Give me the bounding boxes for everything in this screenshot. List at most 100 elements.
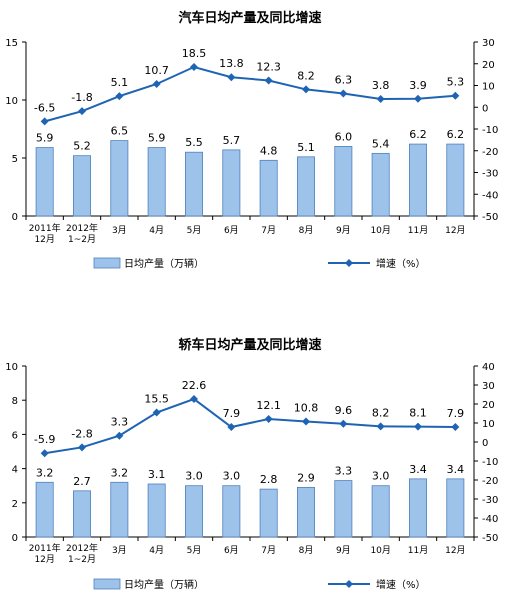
category-label: 6月 xyxy=(224,545,239,556)
left-tick-label: 0 xyxy=(12,533,18,544)
line-point-marker xyxy=(339,89,348,98)
category-label: 3月 xyxy=(112,225,127,236)
category-label: 12月 xyxy=(445,225,465,236)
category-label: 5月 xyxy=(187,545,202,556)
bar xyxy=(259,488,278,538)
line-value-label: 7.9 xyxy=(447,407,465,420)
category-label: 10月 xyxy=(370,225,390,236)
line-value-label: 18.5 xyxy=(182,47,207,60)
legend-bar-swatch xyxy=(93,257,121,269)
bar xyxy=(297,156,315,217)
bar-value-label: 6.2 xyxy=(409,128,427,141)
category-label: 12月 xyxy=(445,545,465,556)
right-tick-label: -40 xyxy=(482,190,498,201)
bar-value-label: 3.3 xyxy=(335,465,353,478)
line-value-label: 12.1 xyxy=(256,399,281,412)
line-value-label: 3.3 xyxy=(111,416,129,429)
right-tick-label: -40 xyxy=(482,514,498,525)
right-tick-label: -50 xyxy=(482,212,498,223)
line-value-label: 8.1 xyxy=(409,407,427,420)
category-label: 9月 xyxy=(336,225,351,236)
bar xyxy=(446,478,465,538)
category-label: 7月 xyxy=(261,225,276,236)
category-label: 3月 xyxy=(112,545,127,556)
line-value-label: 6.3 xyxy=(335,74,353,87)
chart-title: 轿车日均产量及同比增速 xyxy=(178,337,321,353)
line-value-label: 8.2 xyxy=(372,406,390,419)
chart-title: 汽车日均产量及同比增速 xyxy=(178,10,321,26)
line-value-label: 12.3 xyxy=(256,60,281,73)
right-tick-label: -20 xyxy=(482,147,498,158)
bar-value-label: 3.2 xyxy=(111,466,129,479)
bar-value-label: 3.1 xyxy=(148,468,166,481)
legend-line-label: 增速（%） xyxy=(376,257,426,270)
line-value-label: 22.6 xyxy=(182,379,207,392)
line-value-label: 10.8 xyxy=(294,401,319,414)
bar xyxy=(147,483,166,538)
line-value-label: 9.6 xyxy=(335,404,353,417)
bar-value-label: 2.7 xyxy=(73,475,91,488)
category-label: 11月 xyxy=(408,225,428,236)
bar-value-label: 5.7 xyxy=(223,134,241,147)
legend-line-label: 增速（%） xyxy=(376,578,426,591)
right-tick-label: -10 xyxy=(482,125,498,136)
line-value-label: -5.9 xyxy=(34,433,55,446)
line-value-label: -6.5 xyxy=(34,101,55,114)
bar-value-label: 2.8 xyxy=(260,473,278,486)
bar xyxy=(222,149,241,217)
line-point-marker xyxy=(227,73,236,82)
bar-value-label: 2.9 xyxy=(297,471,315,484)
chart-2: 轿车日均产量及同比增速 0 2 4 6 8 10 -50 -40 -30 -20 -10 0 10 20 30… xyxy=(5,337,498,591)
line-point-marker xyxy=(264,76,273,85)
left-tick-label: 15 xyxy=(5,38,18,49)
bar xyxy=(147,147,166,217)
left-tick-label: 0 xyxy=(12,212,18,223)
bar-value-label: 6.2 xyxy=(447,128,465,141)
line-point-marker xyxy=(78,443,86,452)
category-label: 6月 xyxy=(224,225,239,236)
bar-value-label: 3.2 xyxy=(36,466,54,479)
line-point-marker xyxy=(339,419,348,428)
left-tick-label: 8 xyxy=(12,396,18,407)
right-tick-label: -30 xyxy=(482,495,498,506)
bar-value-label: 3.0 xyxy=(185,470,203,483)
right-tick-label: 10 xyxy=(482,419,495,430)
bar xyxy=(409,143,427,217)
bar-value-label: 6.0 xyxy=(335,130,353,143)
category-label: 1~2月 xyxy=(68,554,96,565)
right-tick-label: 20 xyxy=(482,400,495,411)
bar xyxy=(334,145,353,217)
category-label: 8月 xyxy=(299,225,314,236)
bar-value-label: 5.1 xyxy=(297,141,315,154)
category-label: 4月 xyxy=(149,545,164,556)
right-tick-label: 30 xyxy=(482,381,495,392)
right-tick-label: 40 xyxy=(482,362,495,373)
line-point-marker xyxy=(152,79,161,88)
right-tick-label: 20 xyxy=(482,60,495,71)
legend: 日均产量（万辆） 增速（%） xyxy=(93,257,426,270)
bar xyxy=(446,143,465,217)
category-label: 2011年 xyxy=(29,542,61,554)
bar xyxy=(371,152,390,217)
legend: 日均产量（万辆） 增速（%） xyxy=(93,578,426,591)
line-point-marker xyxy=(40,117,49,126)
line-point-marker xyxy=(264,415,273,424)
right-tick-label: -10 xyxy=(482,457,498,468)
category-label: 12月 xyxy=(34,234,54,245)
bar xyxy=(259,159,278,217)
bar xyxy=(222,485,241,538)
bar xyxy=(35,147,54,217)
left-tick-label: 10 xyxy=(5,362,18,373)
line-value-label: 5.1 xyxy=(111,76,129,89)
category-label: 1~2月 xyxy=(68,234,96,245)
category-label: 4月 xyxy=(149,225,164,236)
line-value-label: 7.9 xyxy=(223,407,241,420)
left-tick-label: 10 xyxy=(5,96,18,107)
category-label: 5月 xyxy=(187,225,202,236)
bar xyxy=(371,485,390,538)
bar-value-label: 5.9 xyxy=(148,132,166,145)
bar xyxy=(409,478,427,538)
line-point-marker xyxy=(190,63,198,72)
bar-value-label: 5.4 xyxy=(372,137,390,150)
